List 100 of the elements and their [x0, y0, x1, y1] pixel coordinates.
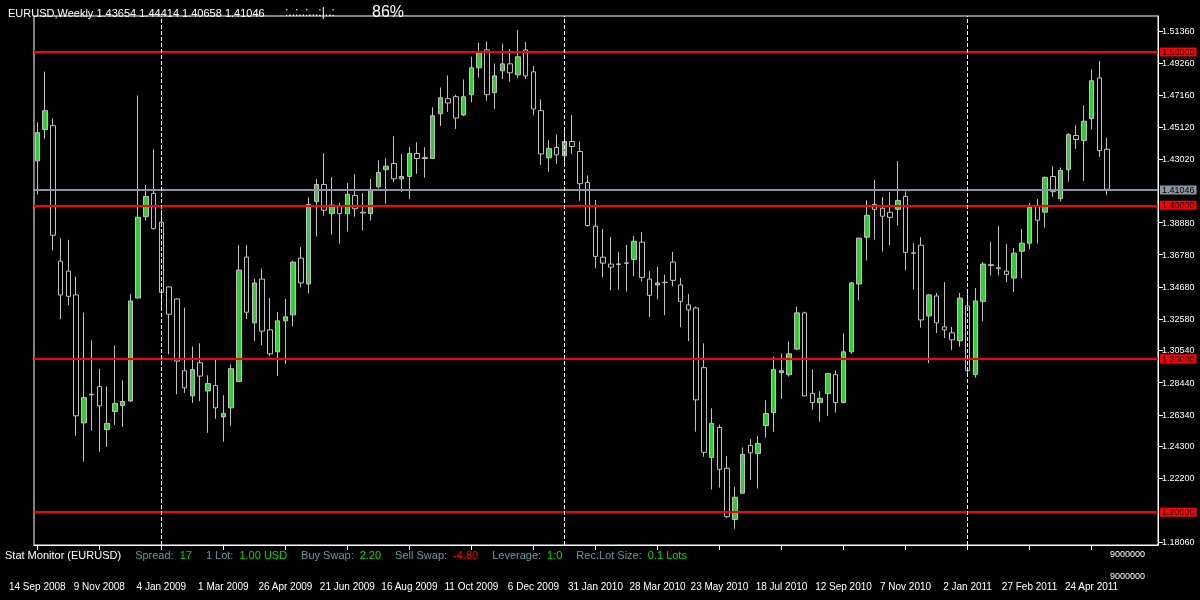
x-tick-label: 18 Jul 2010: [755, 580, 808, 592]
y-tick-label: 1.36780: [1162, 249, 1195, 260]
candlestick: [66, 239, 71, 306]
candlestick: [856, 237, 862, 301]
candlestick: [918, 236, 924, 329]
text: 0.1 Lots: [647, 548, 688, 561]
annotation: 86%: [372, 2, 405, 20]
candlestick: [1035, 198, 1040, 245]
candlestick: [1011, 247, 1017, 293]
y-tick-label: 1.43020: [1162, 153, 1195, 164]
x-tick-label: 1 Mar 2009: [198, 580, 250, 592]
candlestick: [608, 236, 614, 291]
x-tick-label: 2 Jan 2011: [943, 580, 993, 592]
candlestick: [662, 274, 668, 316]
text: 2.20: [359, 548, 382, 561]
candlestick: [197, 342, 203, 402]
text: Rec.Lot Size:: [576, 548, 642, 561]
candlestick: [244, 244, 249, 320]
candlestick: [35, 121, 40, 195]
candlestick: [903, 190, 908, 271]
text: 1:0: [547, 548, 563, 561]
text: 9000000: [1110, 548, 1146, 559]
candlestick: [895, 160, 901, 227]
candlestick: [360, 192, 366, 232]
y-tick-label: 1.26340: [1162, 409, 1195, 420]
candlestick: [779, 352, 784, 400]
candlestick: [794, 306, 800, 351]
candlestick: [151, 148, 156, 231]
candlestick: [476, 42, 482, 79]
candlestick: [267, 297, 273, 357]
candlestick: [988, 241, 994, 276]
y-tick-label: 1.32580: [1162, 314, 1195, 325]
candlestick: [1004, 243, 1009, 283]
candlestick: [283, 298, 288, 365]
candlestick: [507, 48, 513, 83]
candlestick: [352, 173, 358, 218]
candlestick: [1027, 202, 1032, 250]
candlestick: [438, 86, 443, 127]
x-tick-label: 21 Jun 2009: [319, 580, 376, 592]
candlestick: [600, 228, 606, 278]
candlestick: [802, 311, 807, 397]
candlestick: [445, 75, 451, 113]
candlestick: [585, 174, 590, 227]
candlestick: [849, 281, 854, 355]
candlestick: [166, 286, 172, 355]
candlestick: [748, 438, 753, 481]
candlestick: [833, 369, 838, 414]
candlestick: [42, 71, 48, 140]
candlestick: [515, 29, 521, 79]
x-tick-label: 12 Sep 2010: [815, 580, 873, 592]
y-tick-label: 1.18060: [1162, 536, 1195, 547]
candlestick: [182, 307, 187, 394]
candlestick: [275, 311, 280, 377]
y-tick-label: 1.51360: [1162, 26, 1195, 37]
candlestick: [81, 312, 87, 463]
candlestick: [740, 446, 745, 495]
x-tick-label: 28 Mar 2010: [629, 580, 686, 592]
ref-line-label: 1.50000: [1162, 46, 1195, 57]
candlestick: [58, 237, 63, 320]
x-tick-label: 26 Apr 2009: [258, 580, 313, 592]
x-tick-label: 24 Apr 2011: [1064, 580, 1119, 592]
chart-title: EURUSD,Weekly 1.43654 1.44414 1.40658 1.41046: [8, 6, 265, 19]
text: 1 Lot:: [205, 548, 234, 561]
candlestick: [205, 374, 211, 434]
y-tick-label: 1.24300: [1162, 441, 1195, 452]
candlestick: [1081, 104, 1087, 182]
candlestick: [732, 486, 738, 530]
candlestick: [376, 159, 381, 189]
candlestick: [911, 242, 916, 290]
candlestick: [469, 56, 474, 103]
candlestick: [135, 94, 141, 299]
candlestick: [949, 326, 955, 351]
candlestick: [686, 293, 691, 342]
candlestick: [383, 157, 389, 205]
candlestick: [546, 139, 552, 173]
candlestick: [577, 141, 583, 202]
candlestick: [554, 133, 559, 165]
x-tick-label: 6 Dec 2009: [507, 580, 560, 592]
text: Stat Monitor (EURUSD): [5, 548, 122, 561]
candlestick: [430, 106, 435, 160]
candlestick: [128, 293, 133, 403]
candlestick: [973, 287, 978, 379]
x-tick-label: 7 Nov 2010: [879, 580, 932, 592]
candlestick: [763, 399, 769, 439]
candlestick: [709, 407, 714, 491]
y-tick-label: 1.22200: [1162, 473, 1195, 484]
candlestick: [314, 178, 319, 237]
x-tick-label: 9 Nov 2008: [73, 580, 126, 592]
y-tick-label: 1.28440: [1162, 377, 1195, 388]
candlestick: [569, 114, 575, 155]
candlestick: [236, 244, 242, 383]
x-tick-label: 4 Jan 2009: [136, 580, 187, 592]
candlestick: [484, 41, 490, 102]
candlestick: [616, 251, 621, 291]
x-tick-label: 23 May 2010: [690, 580, 749, 592]
text: Sell Swap:: [395, 548, 448, 561]
x-tick-label: 27 Feb 2011: [1001, 580, 1058, 592]
x-tick-label: 16 Aug 2009: [381, 580, 438, 592]
candlestick: [841, 332, 846, 404]
ref-line-label: 1.30000: [1162, 353, 1195, 364]
